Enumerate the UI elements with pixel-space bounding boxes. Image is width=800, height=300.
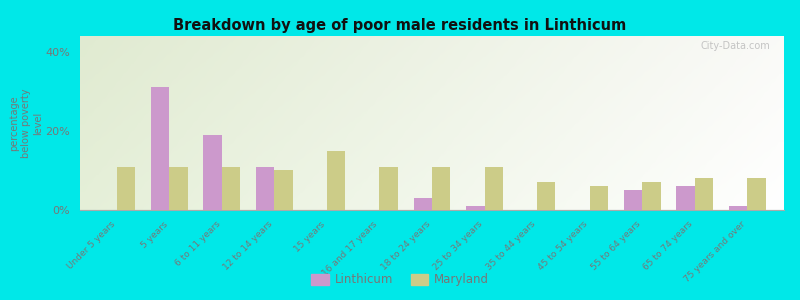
Bar: [203, 135, 222, 210]
Bar: [694, 178, 713, 210]
Bar: [151, 87, 170, 210]
Bar: [537, 182, 555, 210]
Bar: [274, 170, 293, 210]
Bar: [414, 198, 432, 210]
Bar: [432, 167, 450, 210]
Bar: [485, 167, 503, 210]
Bar: [256, 167, 274, 210]
Text: City-Data.com: City-Data.com: [700, 41, 770, 51]
Bar: [676, 186, 694, 210]
Bar: [642, 182, 661, 210]
Bar: [379, 167, 398, 210]
Y-axis label: percentage
below poverty
level: percentage below poverty level: [10, 88, 42, 158]
Bar: [747, 178, 766, 210]
Bar: [729, 206, 747, 210]
Bar: [222, 167, 240, 210]
Legend: Linthicum, Maryland: Linthicum, Maryland: [306, 269, 494, 291]
Bar: [590, 186, 608, 210]
Bar: [170, 167, 188, 210]
Bar: [466, 206, 485, 210]
Text: Breakdown by age of poor male residents in Linthicum: Breakdown by age of poor male residents …: [174, 18, 626, 33]
Bar: [327, 151, 346, 210]
Bar: [624, 190, 642, 210]
Bar: [117, 167, 135, 210]
